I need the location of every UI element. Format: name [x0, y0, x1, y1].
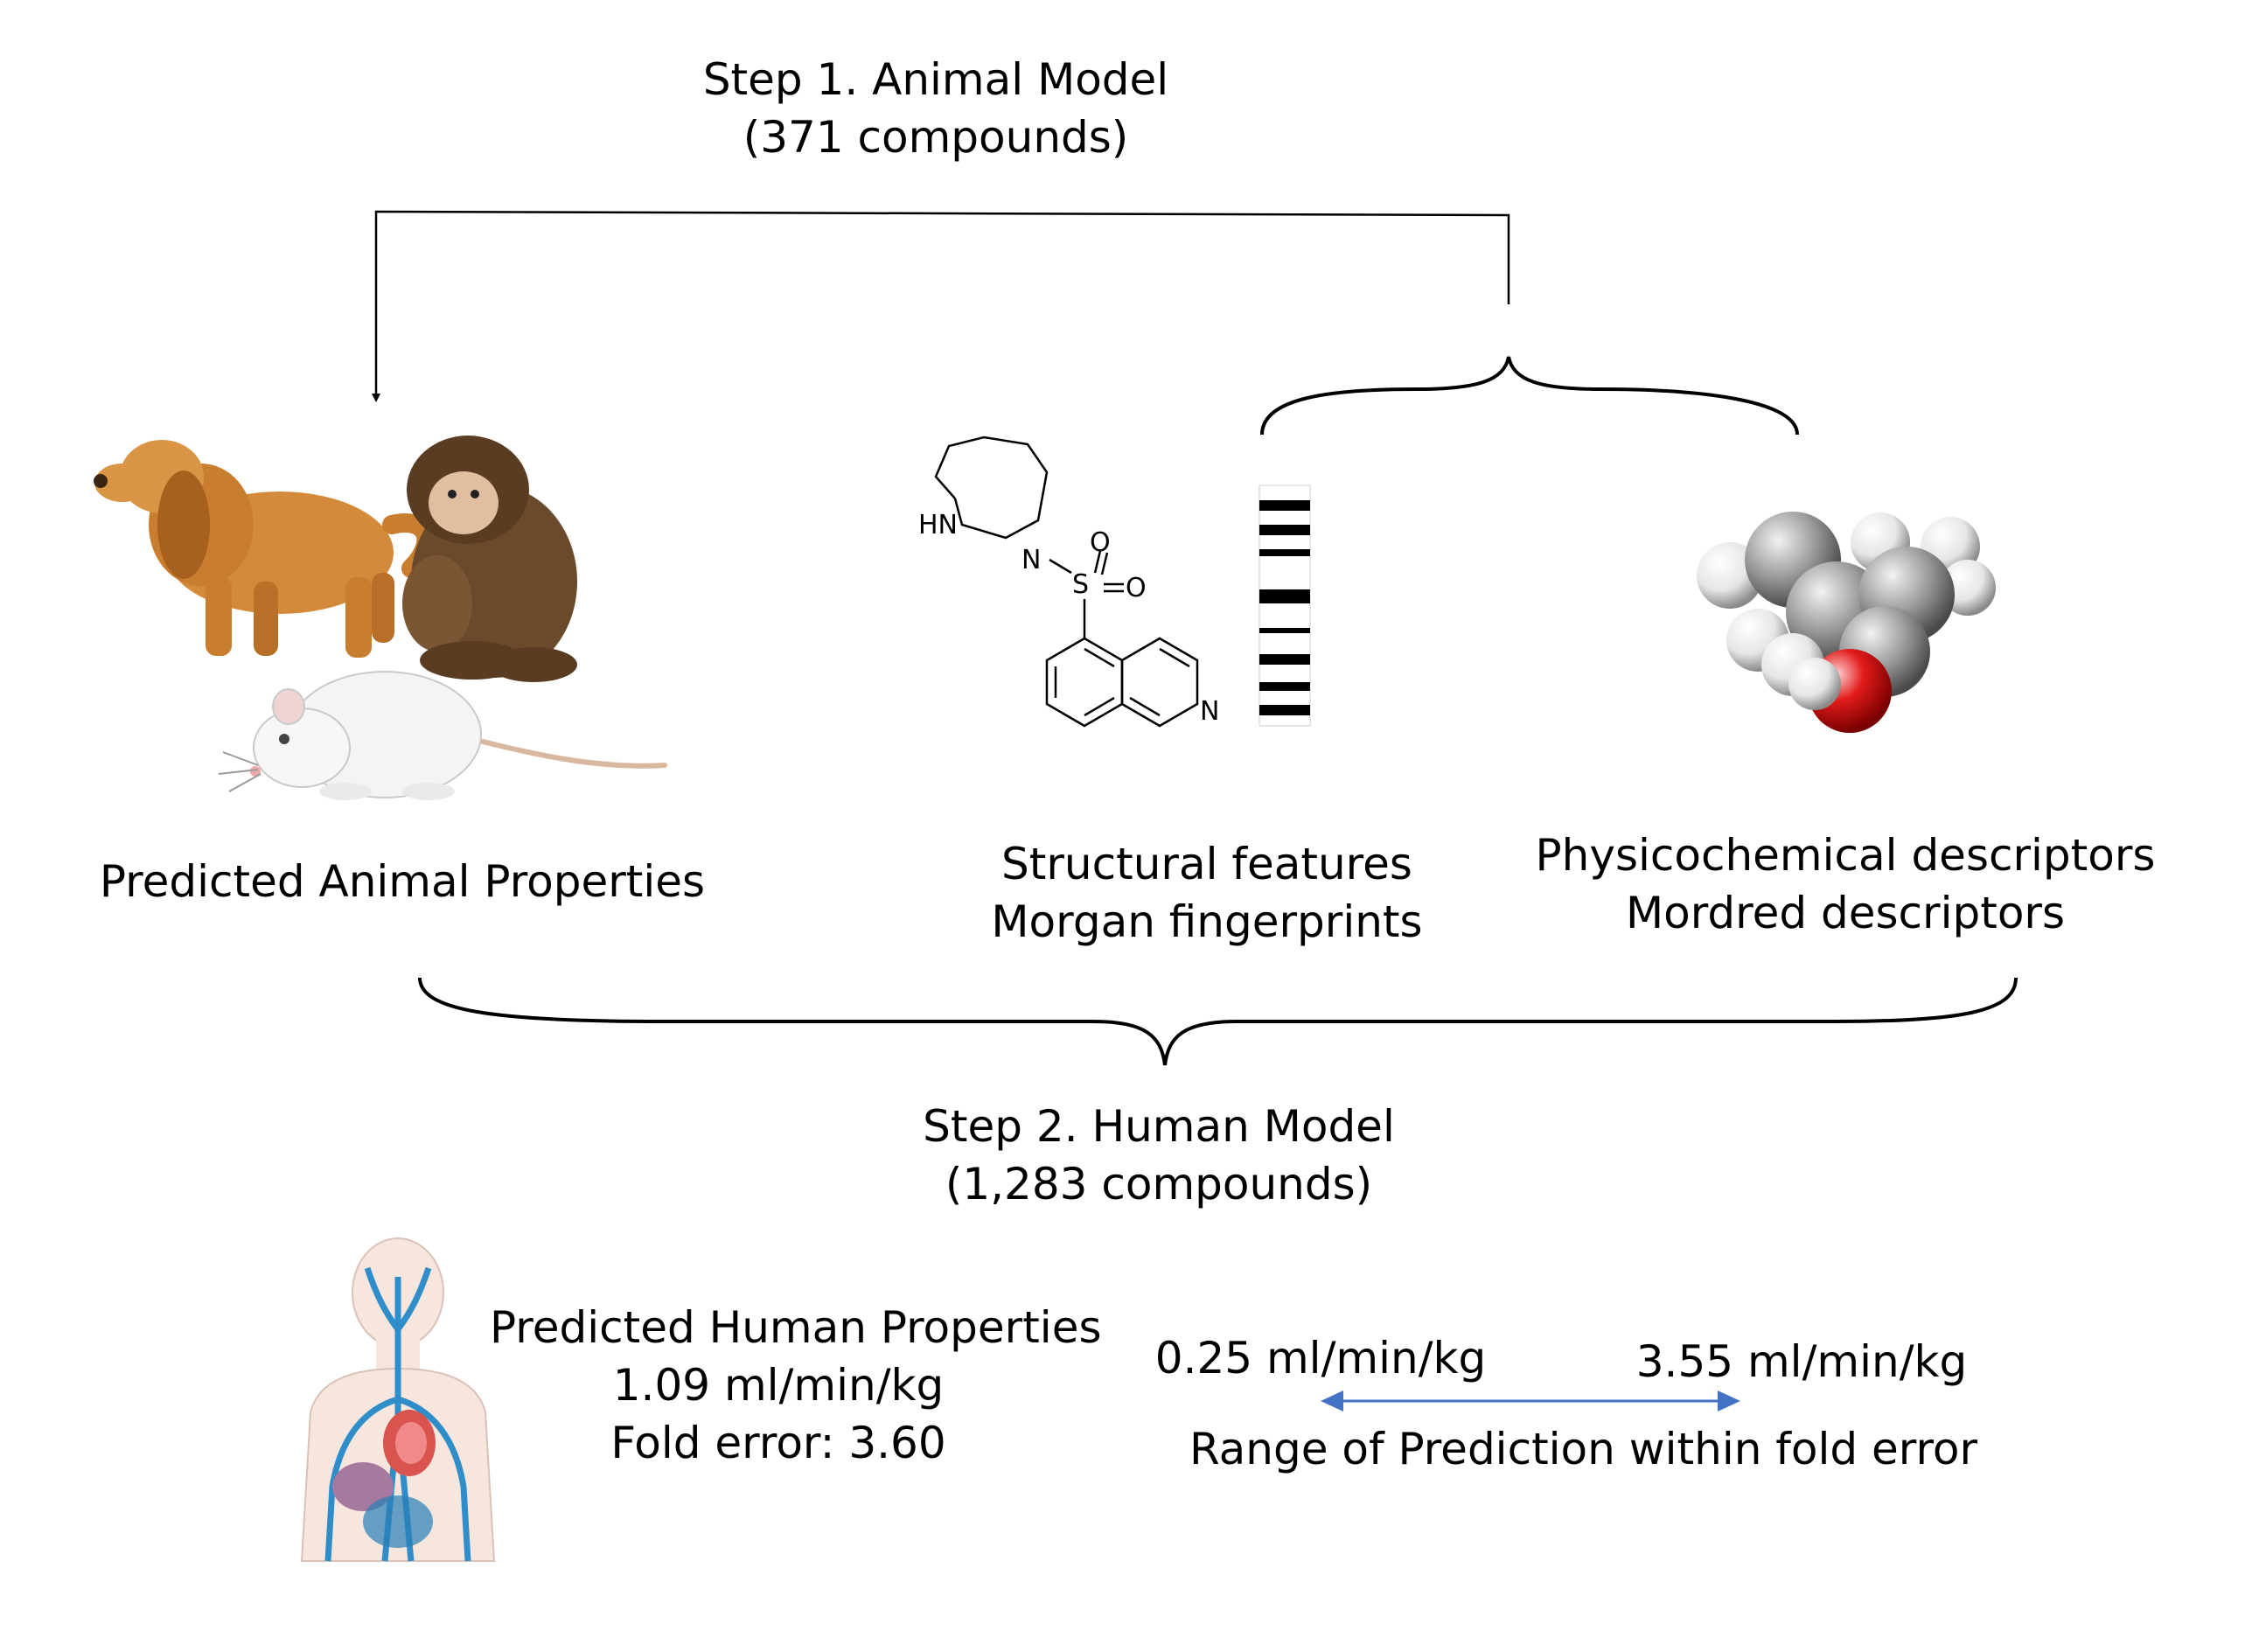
animal-properties-title: Predicted Animal Properties	[99, 856, 706, 907]
animal-properties-label: Predicted Animal Properties	[96, 853, 708, 910]
atom-o-top: O	[1090, 527, 1111, 558]
human-properties-label: Predicted Human Properties 1.09 ml/min/k…	[490, 1299, 1102, 1472]
space-filling-molecule-icon	[1697, 512, 1996, 733]
step2-count: (1,283 compounds)	[945, 1159, 1373, 1209]
rat-icon	[218, 671, 667, 800]
range-low-label: 0.25 ml/min/kg	[1154, 1333, 1487, 1384]
structural-features-title: Structural features	[1001, 839, 1412, 889]
step1-title: Step 1. Animal Model	[702, 54, 1169, 105]
step1-connector	[372, 210, 1510, 402]
lower-brace	[418, 977, 2018, 1066]
atom-s: S	[1072, 569, 1089, 600]
physicochemical-label: Physicochemical descriptors Mordred desc…	[1522, 826, 2169, 942]
upper-brace	[1260, 356, 1799, 436]
molecule-structure-icon	[934, 436, 1199, 728]
human-properties-title: Predicted Human Properties	[490, 1302, 1102, 1353]
step2-label: Step 2. Human Model (1,283 compounds)	[883, 1098, 1434, 1213]
step1-label: Step 1. Animal Model (371 compounds)	[682, 51, 1189, 166]
molecule-atom-labels: HN N S O O N	[918, 510, 1219, 727]
range-arrow	[1321, 1391, 1740, 1412]
chimpanzee-icon	[402, 436, 577, 682]
physicochemical-title: Physicochemical descriptors	[1535, 830, 2156, 881]
dog-icon	[94, 440, 436, 658]
structural-features-subtitle: Morgan fingerprints	[991, 896, 1423, 947]
physicochemical-subtitle: Mordred descriptors	[1625, 888, 2066, 938]
human-anatomy-icon	[300, 1237, 496, 1562]
range-caption: Range of Prediction within fold error	[1189, 1424, 1978, 1474]
atom-o-right: O	[1126, 573, 1147, 603]
atom-n-iso: N	[1200, 696, 1219, 727]
atom-n-ring: N	[1021, 545, 1041, 575]
structural-features-label: Structural features Morgan fingerprints	[945, 835, 1469, 951]
range-high-label: 3.55 ml/min/kg	[1635, 1336, 1968, 1387]
step2-title: Step 2. Human Model	[923, 1101, 1395, 1152]
fingerprint-barcode-icon	[1258, 484, 1311, 727]
human-fold-error: Fold error: 3.60	[610, 1418, 946, 1468]
human-clearance-value: 1.09 ml/min/kg	[612, 1360, 945, 1411]
step1-count: (371 compounds)	[743, 112, 1129, 163]
atom-hn: HN	[918, 510, 958, 540]
